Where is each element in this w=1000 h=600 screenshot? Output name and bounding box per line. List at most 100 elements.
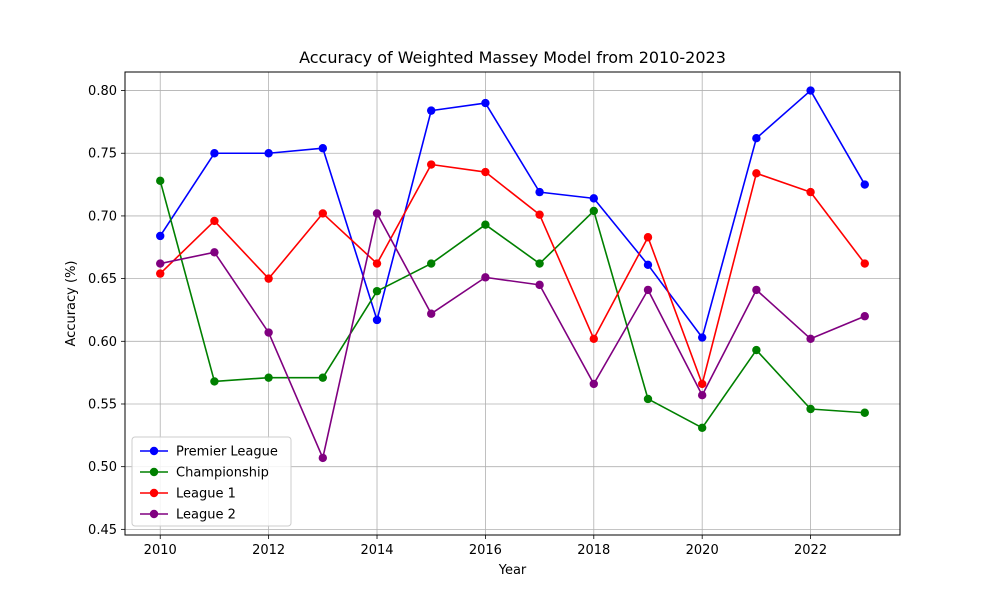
y-tick-label: 0.60	[88, 335, 117, 350]
data-point	[156, 176, 165, 186]
data-point	[589, 379, 598, 389]
data-point	[643, 260, 653, 270]
legend-label: League 2	[176, 508, 236, 523]
data-point	[643, 233, 653, 242]
legend-box	[131, 436, 292, 527]
y-tick-label: 0.75	[88, 147, 117, 162]
data-point	[372, 315, 382, 325]
legend: Premier League Championship League 1 League…	[131, 436, 292, 527]
data-point	[806, 86, 815, 95]
data-point	[860, 312, 869, 321]
data-point	[535, 280, 544, 290]
legend-label: Premier League	[176, 445, 278, 460]
data-point	[427, 259, 436, 268]
data-point	[643, 394, 653, 404]
data-point	[264, 328, 273, 337]
data-point	[535, 187, 544, 197]
data-point	[372, 286, 382, 296]
series-championship	[156, 176, 869, 433]
data-point	[806, 404, 815, 414]
data-point	[752, 133, 761, 143]
legend-label: League 1	[176, 487, 236, 502]
x-tick-label: 2014	[360, 543, 393, 558]
legend-marker	[149, 509, 159, 519]
legend-item: Premier League	[140, 445, 278, 460]
data-point	[860, 408, 869, 417]
data-point	[264, 149, 273, 158]
data-point	[752, 345, 761, 355]
data-point	[697, 391, 707, 400]
data-point	[156, 231, 165, 241]
data-point	[481, 167, 490, 177]
data-point	[318, 453, 328, 463]
series-league-1	[156, 160, 869, 389]
series-line	[159, 163, 866, 385]
x-tick-label: 2012	[252, 543, 285, 558]
data-point	[697, 333, 707, 342]
data-point	[318, 373, 328, 382]
series-premier-league	[156, 86, 869, 342]
data-point	[860, 180, 869, 189]
data-point	[427, 309, 436, 318]
data-point	[210, 377, 219, 386]
chart-title: Accuracy of Weighted Massey Model from 2…	[299, 48, 726, 67]
data-point	[535, 259, 544, 268]
x-tick-label: 2016	[469, 543, 502, 558]
data-point	[372, 259, 382, 268]
data-point	[535, 210, 544, 219]
data-point	[264, 373, 273, 382]
data-point	[697, 423, 707, 433]
data-point	[589, 194, 598, 203]
x-axis-label: Year	[498, 563, 527, 578]
data-point	[697, 379, 707, 389]
data-point	[210, 248, 219, 257]
series-line	[159, 89, 866, 339]
series-line	[159, 180, 865, 429]
y-tick-label: 0.65	[88, 272, 117, 287]
data-point	[752, 285, 761, 295]
series-league-2	[156, 209, 869, 463]
x-tick-label: 2010	[144, 543, 177, 558]
plot-frame	[124, 71, 901, 536]
legend-label: Championship	[176, 466, 269, 481]
data-point	[427, 106, 436, 115]
data-point	[643, 285, 653, 295]
legend-marker	[149, 467, 159, 477]
y-tick-label: 0.50	[88, 460, 117, 475]
data-point	[589, 334, 598, 343]
data-point	[589, 206, 598, 216]
data-point	[372, 209, 382, 218]
x-tick-label: 2022	[794, 543, 827, 558]
data-point	[210, 216, 219, 226]
data-point	[318, 144, 328, 153]
legend-item: League 1	[140, 487, 236, 502]
data-point	[264, 274, 273, 283]
data-point	[427, 160, 436, 169]
y-axis-label: Accuracy (%)	[64, 261, 79, 347]
data-point	[752, 169, 761, 178]
series-line	[160, 212, 866, 459]
legend-marker	[149, 446, 159, 456]
data-point	[318, 209, 328, 218]
legend-item: Championship	[140, 466, 269, 481]
data-point	[481, 98, 490, 108]
data-point	[156, 269, 165, 278]
y-tick-label: 0.70	[88, 209, 117, 224]
series-layer	[156, 86, 869, 463]
legend-item: League 2	[140, 508, 236, 523]
y-tick-label: 0.55	[88, 397, 117, 412]
data-point	[860, 259, 869, 268]
x-tick-label: 2020	[686, 543, 719, 558]
ticks: 2010 2012 2014 2016 2018 2020 2022 0.45 0.50 0.55…	[88, 84, 827, 558]
data-point	[481, 273, 490, 282]
y-tick-label: 0.80	[88, 84, 117, 99]
x-tick-label: 2018	[577, 543, 610, 558]
data-point	[806, 334, 815, 343]
y-tick-label: 0.45	[88, 523, 117, 538]
data-point	[156, 259, 165, 268]
data-point	[481, 220, 490, 229]
legend-marker	[149, 488, 159, 498]
data-point	[806, 187, 815, 197]
